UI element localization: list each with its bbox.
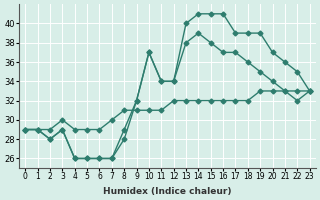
- X-axis label: Humidex (Indice chaleur): Humidex (Indice chaleur): [103, 187, 232, 196]
